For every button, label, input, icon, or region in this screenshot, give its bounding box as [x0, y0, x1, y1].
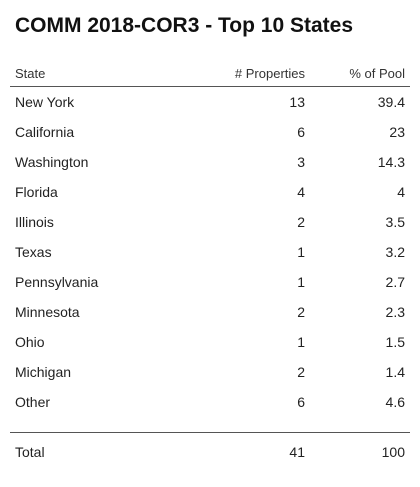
total-label: Total	[15, 444, 45, 460]
table-row: Ohio 1 1.5	[10, 327, 410, 357]
total-divider	[10, 432, 410, 433]
state-cell: Ohio	[15, 334, 45, 350]
table-row: Florida 4 4	[10, 177, 410, 207]
table-row: Washington 3 14.3	[10, 147, 410, 177]
states-table: State # Properties % of Pool New York 13…	[10, 62, 410, 467]
pool-cell: 1.4	[385, 364, 405, 380]
state-cell: Texas	[15, 244, 52, 260]
pool-cell: 3.5	[385, 214, 405, 230]
total-properties: 41	[289, 444, 305, 460]
properties-cell: 13	[289, 94, 305, 110]
properties-cell: 1	[297, 244, 305, 260]
table-row: California 6 23	[10, 117, 410, 147]
state-cell: California	[15, 124, 75, 140]
pool-cell: 4.6	[385, 394, 405, 410]
pool-cell: 23	[389, 124, 405, 140]
pool-cell: 3.2	[385, 244, 405, 260]
column-header-properties: # Properties	[234, 66, 305, 81]
state-cell: Other	[15, 394, 51, 410]
pool-cell: 2.7	[385, 274, 405, 290]
state-cell: Michigan	[15, 364, 72, 380]
table-row: Illinois 2 3.5	[10, 207, 410, 237]
pool-cell: 1.5	[385, 334, 405, 350]
state-cell: Florida	[15, 184, 58, 200]
state-cell: Pennsylvania	[15, 274, 99, 290]
table-header: State # Properties % of Pool	[10, 62, 410, 87]
properties-cell: 4	[297, 184, 305, 200]
pool-cell: 4	[397, 184, 405, 200]
table-row: Other 6 4.6	[10, 387, 410, 417]
page-title: COMM 2018-COR3 - Top 10 States	[15, 14, 354, 37]
properties-cell: 2	[297, 304, 305, 320]
column-header-pool: % of Pool	[349, 66, 405, 81]
properties-cell: 2	[297, 364, 305, 380]
table-row: Minnesota 2 2.3	[10, 297, 410, 327]
properties-cell: 6	[297, 394, 305, 410]
properties-cell: 3	[297, 154, 305, 170]
pool-cell: 39.4	[377, 94, 405, 110]
properties-cell: 2	[297, 214, 305, 230]
total-row: Total 41 100	[10, 437, 410, 467]
properties-cell: 1	[297, 334, 305, 350]
state-cell: Minnesota	[15, 304, 80, 320]
table-row: Texas 1 3.2	[10, 237, 410, 267]
table-row: Pennsylvania 1 2.7	[10, 267, 410, 297]
total-pool: 100	[381, 444, 405, 460]
state-cell: New York	[15, 94, 75, 110]
pool-cell: 2.3	[385, 304, 405, 320]
table-row: Michigan 2 1.4	[10, 357, 410, 387]
column-header-state: State	[15, 66, 46, 81]
properties-cell: 6	[297, 124, 305, 140]
properties-cell: 1	[297, 274, 305, 290]
pool-cell: 14.3	[377, 154, 405, 170]
state-cell: Illinois	[15, 214, 54, 230]
state-cell: Washington	[15, 154, 89, 170]
table-row: New York 13 39.4	[10, 87, 410, 117]
